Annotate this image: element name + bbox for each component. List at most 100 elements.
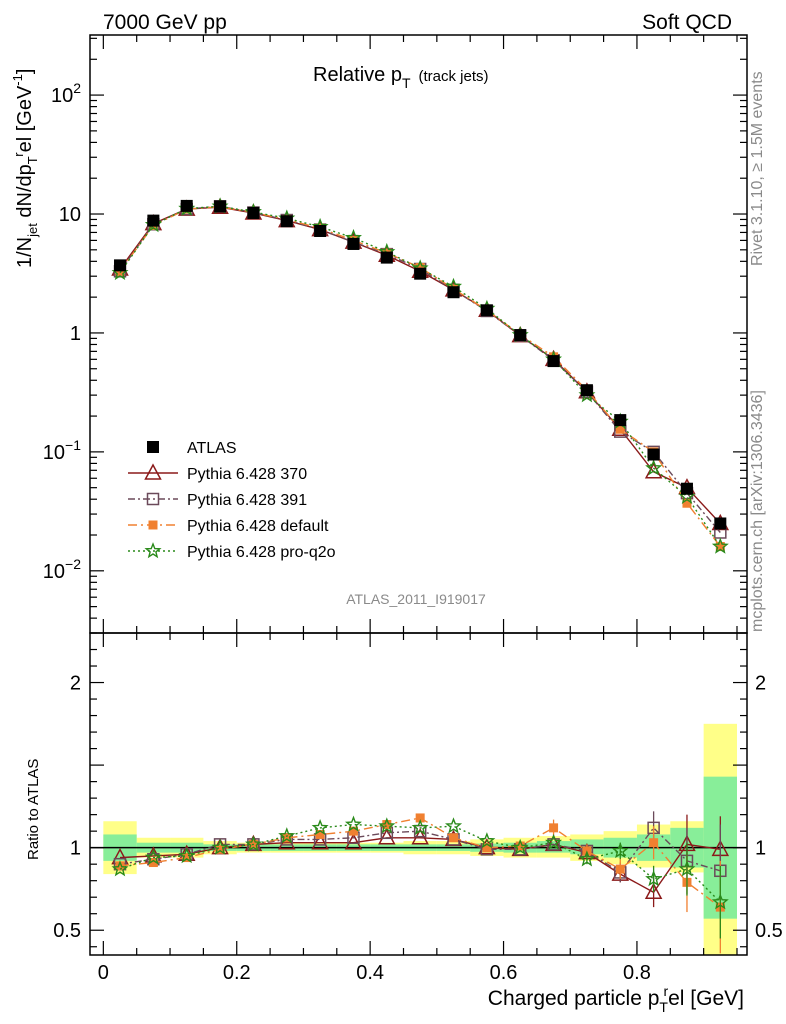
ratio-point-default (449, 833, 459, 843)
ratio-point-391 (547, 838, 560, 851)
ratio-point-pro-q2o (211, 838, 229, 855)
main-point-default (715, 542, 725, 552)
main-series-391 (113, 200, 727, 539)
main-point-ATLAS (447, 286, 460, 299)
ratio-y-tick-label-right: 2 (755, 673, 766, 695)
legend-label-ATLAS: ATLAS (187, 440, 237, 457)
main-y-tick-label: 10−1 (43, 437, 81, 464)
main-point-ATLAS (580, 384, 593, 397)
ratio-point-pro-q2o (611, 842, 629, 859)
x-tick-label: 0 (98, 962, 109, 984)
ratio-y-tick-label: 2 (70, 673, 81, 695)
main-y-tick-label: 10−2 (43, 556, 81, 583)
ratio-y-axis-label: Ratio to ATLAS (25, 759, 42, 860)
ratio-frame (89, 632, 748, 956)
legend-marker-370 (144, 463, 162, 480)
rivet-version-label: Rivet 3.1.10, ≥ 1.5M events (749, 71, 766, 266)
ratio-point-pro-q2o (678, 860, 696, 877)
main-title-sub: T (402, 75, 411, 91)
legend-label-391: Pythia 6.428 391 (187, 492, 307, 509)
main-point-default (615, 424, 625, 434)
main-point-ATLAS (280, 215, 293, 228)
legend-marker-391 (146, 492, 160, 506)
main-point-ATLAS (714, 517, 727, 530)
main-point-ATLAS (214, 200, 227, 213)
ratio-y-tick-label-right: 0.5 (755, 920, 783, 942)
main-point-ATLAS (347, 237, 360, 250)
ratio-point-pro-q2o (445, 817, 463, 834)
ratio-point-pro-q2o (645, 870, 663, 887)
ratio-point-pro-q2o (344, 815, 362, 832)
ratio-series-pro-q2o (111, 815, 729, 939)
uncertainty-band-inner (536, 841, 571, 853)
x-tick-label: 0.4 (356, 962, 384, 984)
main-plot-area: 102 10 1 10−1 10−2 (43, 34, 748, 634)
ratio-point-370 (311, 833, 329, 850)
ratio-point-pro-q2o (244, 835, 262, 852)
ratio-point-default (148, 858, 158, 868)
ratio-point-370 (644, 882, 663, 900)
legend-marker-pro-q2o (144, 542, 162, 559)
main-point-ATLAS (547, 355, 560, 368)
ratio-point-default (415, 813, 425, 823)
legend-entry-pro-q2o: Pythia 6.428 pro-q2o (128, 542, 336, 561)
ratio-point-pro-q2o (511, 838, 529, 855)
main-point-ATLAS (147, 214, 160, 227)
ratio-point-default (348, 826, 358, 836)
ratio-point-pro-q2o (411, 818, 429, 836)
legend-marker-default (148, 520, 158, 530)
main-point-default (415, 263, 425, 273)
ratio-y-tick-label: 0.5 (53, 920, 81, 942)
main-title-text: Relative p (313, 64, 402, 86)
main-point-ATLAS (480, 304, 493, 317)
ratio-point-default (182, 853, 192, 863)
ratio-point-pro-q2o (111, 860, 129, 877)
ratio-point-default (615, 864, 625, 874)
main-series-ATLAS (114, 199, 727, 530)
legend-marker-ATLAS (147, 441, 159, 453)
svg-text:Relative pT(track jets): Relative pT (track jets) (313, 64, 489, 91)
ratio-point-default (215, 844, 225, 854)
main-y-tick-label: 102 (51, 80, 81, 107)
ratio-point-pro-q2o (478, 832, 496, 849)
analysis-id: ATLAS_2011_I919017 (346, 591, 486, 607)
main-point-ATLAS (114, 259, 127, 272)
main-point-pro-q2o (711, 537, 729, 554)
ratio-point-default (649, 838, 659, 848)
ratio-point-391 (413, 824, 427, 838)
svg-text:1/Njet dN/dpTrel [GeV-1]: 1/Njet dN/dpTrel [GeV-1] (10, 69, 40, 268)
ratio-point-default (482, 843, 492, 853)
ratio-plot-area: 0 0.2 0.4 0.6 0.8 0.5 0.5 1 1 2 2 (53, 632, 783, 984)
main-point-ATLAS (414, 267, 427, 280)
main-point-ATLAS (380, 251, 393, 264)
ratio-point-pro-q2o (545, 833, 563, 851)
main-point-ATLAS (180, 199, 193, 212)
legend-label-default: Pythia 6.428 default (187, 518, 329, 535)
ratio-line-pro-q2o (119, 823, 721, 903)
ratio-point-pro-q2o (278, 827, 296, 844)
legend: ATLAS Pythia 6.428 370 Pythia 6.428 391 Pyt… (128, 440, 336, 561)
legend-label-pro-q2o: Pythia 6.428 pro-q2o (187, 544, 336, 561)
ratio-point-default (282, 833, 292, 843)
x-axis-label: Charged particle pTrel [GeV] (488, 983, 744, 1015)
svg-text:Charged particle pTrel [GeV]: Charged particle pTrel [GeV] (488, 983, 744, 1015)
ratio-point-default (315, 829, 325, 839)
header-left: 7000 GeV pp (103, 11, 227, 34)
ratio-y-tick-label-right: 1 (755, 838, 766, 860)
legend-entry-370: Pythia 6.428 370 (128, 463, 307, 483)
x-tick-label: 0.6 (490, 962, 518, 984)
ratio-point-pro-q2o (178, 846, 196, 864)
x-tick-label: 0.8 (623, 962, 651, 984)
ratio-point-pro-q2o (578, 850, 596, 867)
legend-entry-391: Pythia 6.428 391 (128, 492, 307, 509)
ratio-point-pro-q2o (144, 848, 162, 865)
main-title-suffix: (track jets) (419, 68, 489, 85)
main-line-391 (119, 205, 721, 533)
x-tick-label: 0.2 (223, 962, 251, 984)
main-point-ATLAS (514, 329, 527, 342)
legend-label-370: Pythia 6.428 370 (187, 466, 307, 483)
ratio-point-default (115, 861, 125, 871)
main-y-tick-label: 1 (70, 323, 81, 345)
ratio-y-tick-label: 1 (70, 838, 81, 860)
